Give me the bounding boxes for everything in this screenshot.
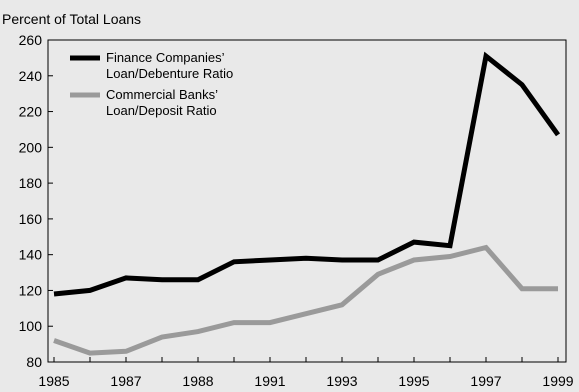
x-tick-label: 1993 xyxy=(326,373,357,389)
x-tick-label: 1997 xyxy=(470,373,501,389)
legend-label: Loan/Deposit Ratio xyxy=(106,103,217,118)
y-tick-label: 180 xyxy=(19,175,43,191)
y-axis-title: Percent of Total Loans xyxy=(2,11,141,27)
series-line-finance xyxy=(53,51,561,297)
y-tick-label: 200 xyxy=(19,139,43,155)
y-tick-label: 240 xyxy=(19,68,43,84)
series-line-commercial xyxy=(53,244,558,356)
y-tick-label: 100 xyxy=(19,318,43,334)
y-tick-label: 80 xyxy=(26,354,42,370)
y-tick-label: 120 xyxy=(19,282,43,298)
x-tick-label: 1987 xyxy=(110,373,141,389)
legend-label: Commercial Banks’ xyxy=(106,87,218,102)
plot-frame xyxy=(47,39,567,363)
y-tick-label: 260 xyxy=(19,32,43,48)
y-tick-label: 220 xyxy=(19,104,43,120)
y-tick-label: 160 xyxy=(19,211,43,227)
x-tick-label: 1995 xyxy=(398,373,429,389)
x-tick-label: 1985 xyxy=(38,373,69,389)
x-tick-label: 1991 xyxy=(254,373,285,389)
x-tick-label: 1988 xyxy=(182,373,213,389)
y-tick-label: 140 xyxy=(19,247,43,263)
x-tick-label: 1999 xyxy=(542,373,573,389)
legend-label: Loan/Debenture Ratio xyxy=(106,66,233,81)
legend-label: Finance Companies’ xyxy=(106,50,225,65)
